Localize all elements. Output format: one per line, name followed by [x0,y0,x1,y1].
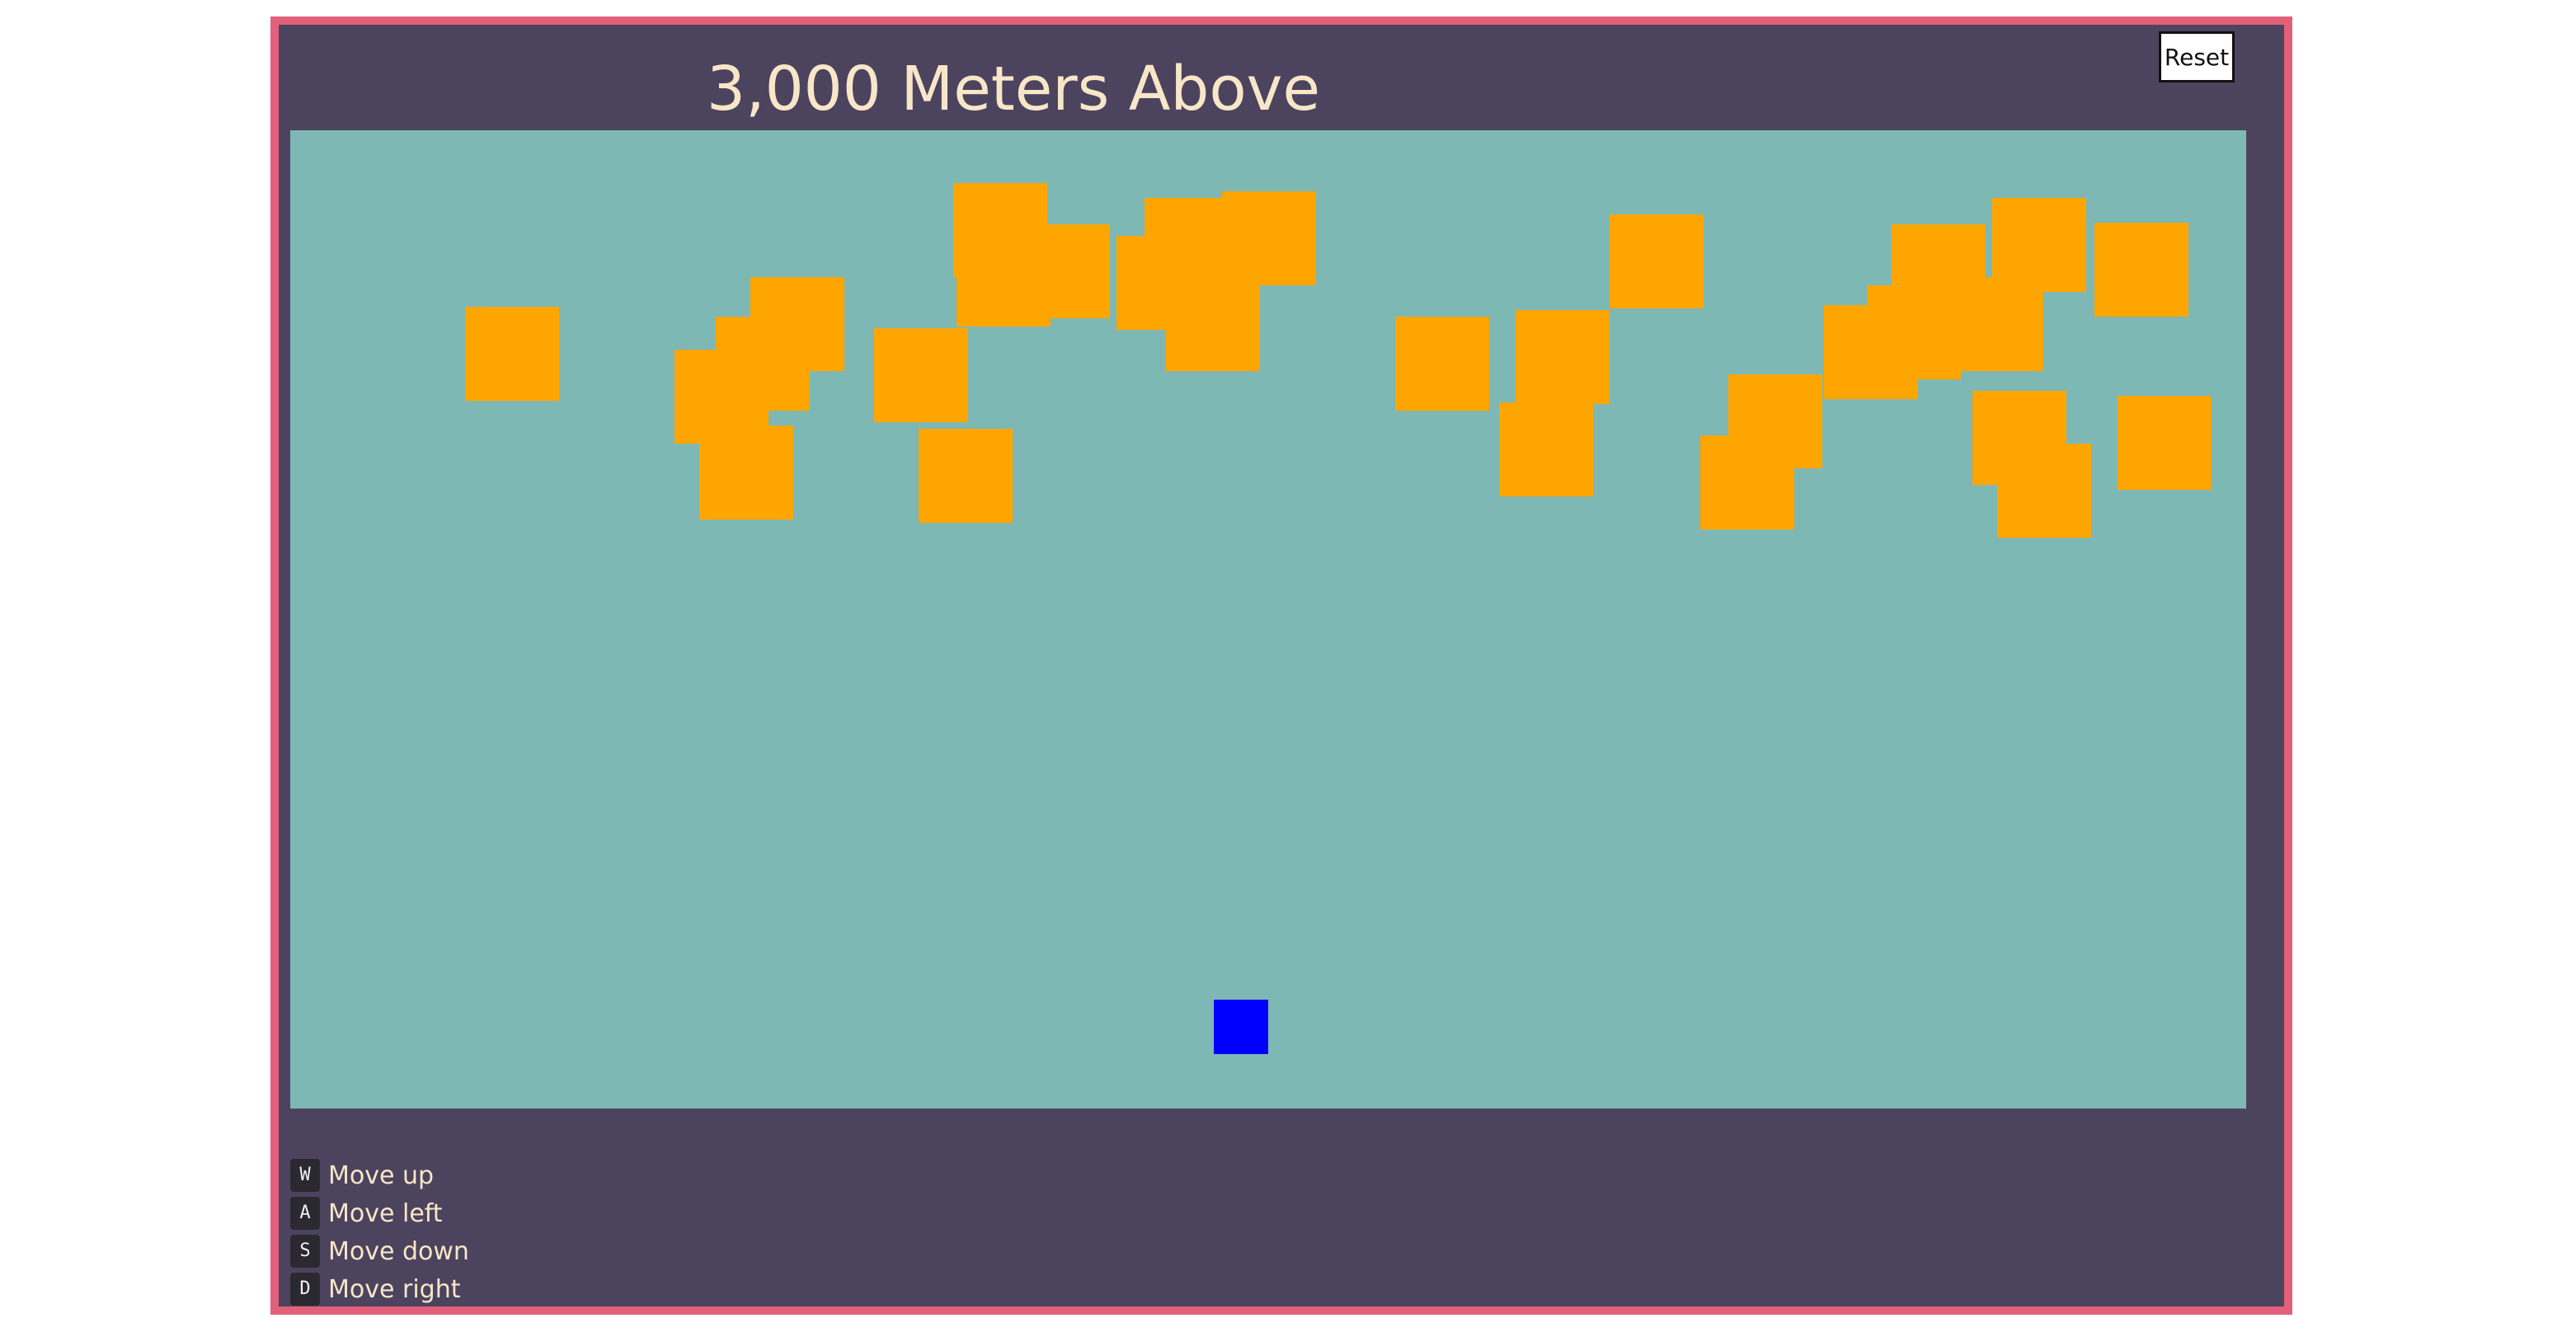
obstacle-block [465,307,559,401]
player-square [1214,1000,1268,1054]
reset-button[interactable]: Reset [2159,31,2235,82]
obstacle-block [2118,396,2212,490]
control-move-up: W Move up [290,1156,469,1194]
controls-legend: W Move up A Move left S Move down D Move… [290,1156,469,1308]
obstacle-block [874,328,968,422]
obstacle-block [699,426,793,520]
control-move-right: D Move right [290,1270,469,1308]
obstacle-block [2094,223,2188,317]
obstacle-block [1516,310,1610,404]
control-label-move-up: Move up [328,1160,435,1190]
obstacle-block [1395,317,1489,411]
obstacle-block [1949,277,2043,371]
obstacle-block [1222,191,1316,285]
control-label-move-right: Move right [328,1274,461,1304]
obstacle-block [1997,444,2091,538]
control-label-move-down: Move down [328,1236,469,1266]
key-a: A [290,1197,320,1230]
game-playfield[interactable] [290,130,2246,1109]
obstacle-block [1499,403,1593,497]
obstacle-block [1728,374,1822,468]
control-move-left: A Move left [290,1194,469,1232]
control-move-down: S Move down [290,1232,469,1270]
obstacle-block [750,277,844,371]
key-w: W [290,1159,320,1192]
key-d: D [290,1273,320,1306]
obstacle-block [1610,214,1704,308]
obstacle-block [919,429,1013,523]
obstacle-block [1992,198,2086,292]
control-label-move-left: Move left [328,1198,443,1228]
obstacle-block [1016,224,1110,318]
key-s: S [290,1235,320,1268]
game-frame: 3,000 Meters Above Reset W Move up A Mov… [270,16,2292,1315]
game-title: 3,000 Meters Above [707,54,1320,125]
obstacle-block [1166,277,1260,371]
